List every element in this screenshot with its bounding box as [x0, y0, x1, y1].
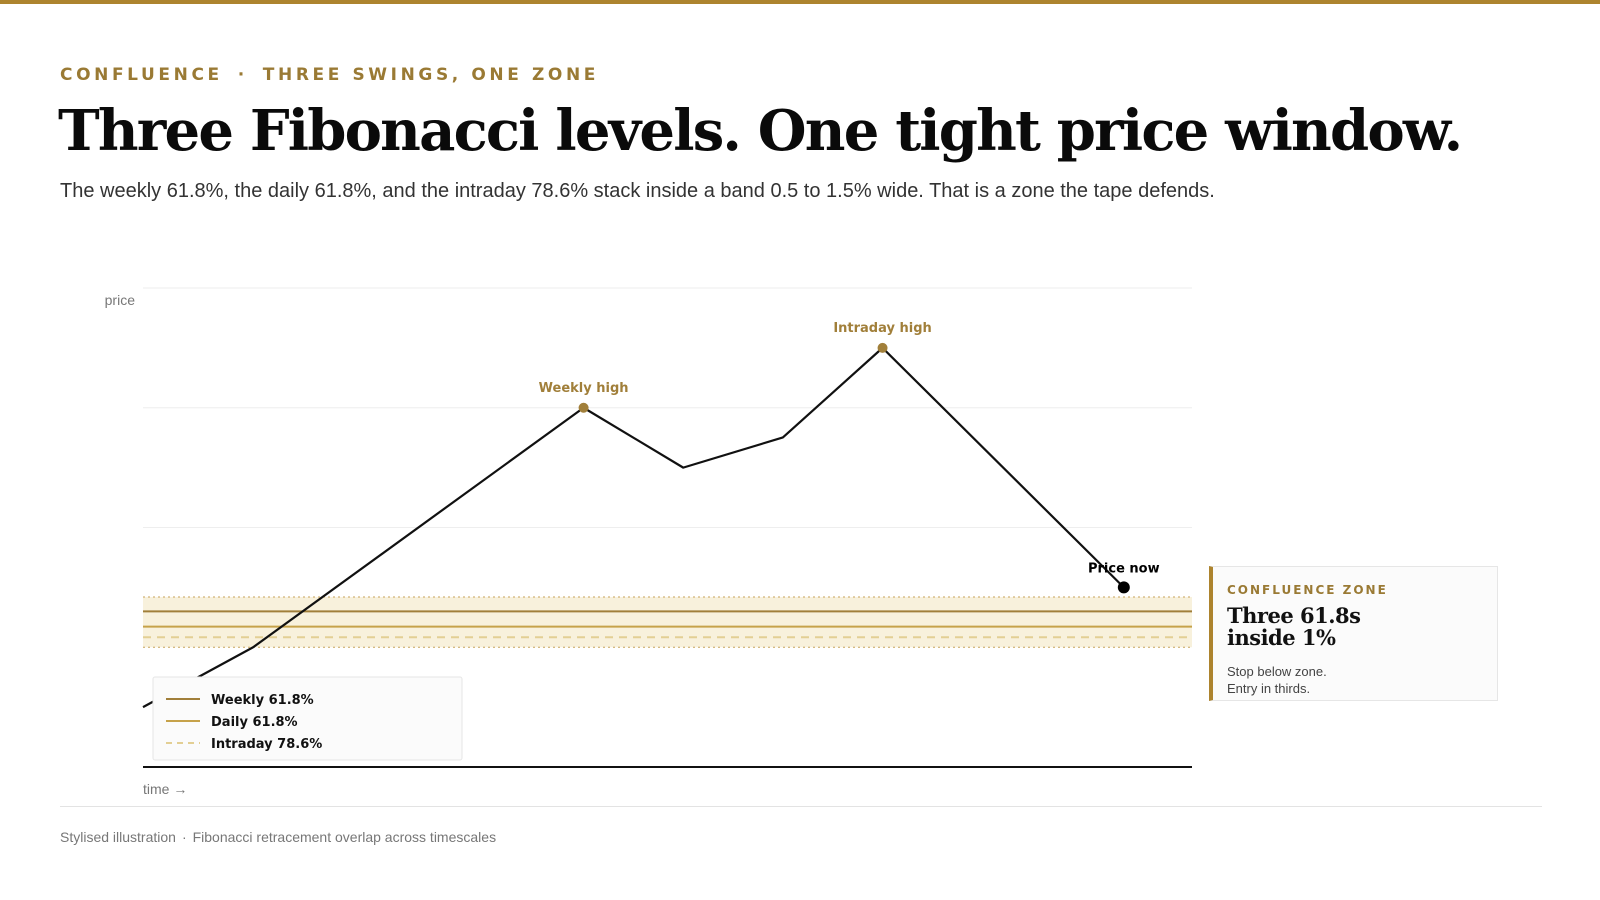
eyebrow-separator: ·	[237, 65, 248, 85]
swing-label-1: Weekly high	[539, 381, 629, 396]
zone-band	[143, 596, 1192, 648]
swing-point-1	[578, 402, 589, 413]
callout-body-line2: Entry in thirds.	[1227, 681, 1311, 696]
top-accent-rule	[0, 0, 1600, 4]
footer-source: Stylised illustration	[60, 829, 176, 845]
swing-markers: Weekly high Intraday high Price now	[539, 321, 1160, 594]
swing-point-3	[1117, 581, 1130, 594]
footer-divider	[60, 806, 1542, 807]
fib-levels	[143, 610, 1192, 639]
callout-title-line1: Three 61.8s	[1227, 603, 1361, 628]
eyebrow-part1: CONFLUENCE	[60, 65, 223, 85]
callout-body: Stop below zone. Entry in thirds.	[1227, 663, 1483, 697]
callout-body-line1: Stop below zone.	[1227, 664, 1327, 679]
legend-label-3: Intraday 78.6%	[211, 737, 322, 752]
swing-point-2	[877, 342, 888, 353]
callout-title-line2: inside 1%	[1227, 625, 1336, 650]
page-title: Three Fibonacci levels. One tight price …	[58, 98, 1463, 164]
footer-separator: ·	[181, 829, 187, 845]
page-subtitle: The weekly 61.8%, the daily 61.8%, and t…	[60, 180, 1215, 202]
eyebrow-part2: THREE SWINGS, ONE ZONE	[262, 65, 600, 85]
legend-box	[152, 676, 463, 761]
footer-note: Fibonacci retracement overlap across tim…	[192, 829, 497, 845]
footer: Stylised illustration · Fibonacci retracem…	[60, 829, 496, 845]
legend: Weekly 61.8% Daily 61.8% Intraday 78.6%	[152, 676, 463, 761]
eyebrow: CONFLUENCE · THREE SWINGS, ONE ZONE	[60, 65, 599, 85]
legend-label-1: Weekly 61.8%	[211, 693, 314, 708]
grid-lines	[143, 287, 1192, 528]
confluence-zone	[143, 596, 1192, 648]
swing-label-3: Price now	[1088, 561, 1160, 576]
swing-label-2: Intraday high	[833, 321, 931, 336]
legend-label-2: Daily 61.8%	[211, 715, 298, 730]
x-axis-label: time →	[143, 781, 187, 797]
confluence-callout: CONFLUENCE ZONE Three 61.8s inside 1% St…	[1209, 566, 1498, 701]
y-axis-label: price	[105, 292, 136, 308]
callout-eyebrow: CONFLUENCE ZONE	[1227, 583, 1388, 597]
callout-title: Three 61.8s inside 1%	[1227, 605, 1483, 649]
